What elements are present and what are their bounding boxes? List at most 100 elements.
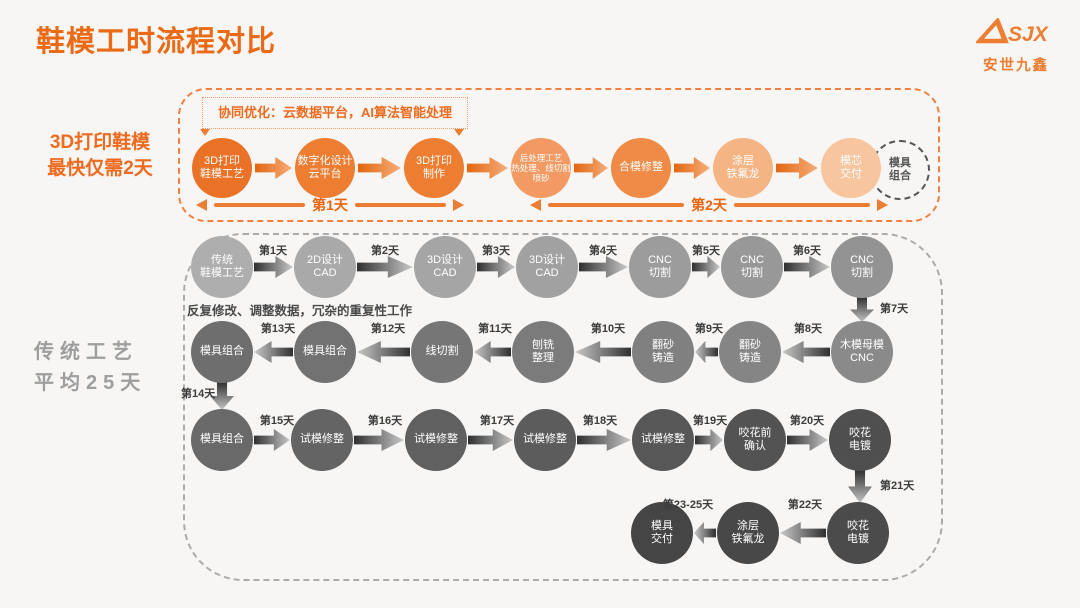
- process-step: 试模修整: [514, 409, 576, 471]
- page-title: 鞋模工时流程对比: [36, 26, 277, 58]
- process-step: 试模修整: [632, 409, 694, 471]
- step-label: 咬花前: [738, 426, 772, 439]
- step-label: 2D设计: [306, 253, 344, 266]
- day-label: 第3天: [481, 245, 511, 257]
- optimization-callout: 协同优化：云数据平台，AI算法智能处理: [202, 97, 468, 129]
- arrow-right-icon: [453, 199, 465, 211]
- day-label: 第17天: [479, 415, 515, 427]
- day2-span: 第2天: [530, 195, 889, 215]
- day-label: 第15天: [259, 415, 295, 427]
- step-label: 组合: [889, 170, 911, 182]
- arrow-left-icon: [530, 199, 541, 211]
- step-label: 线切割: [425, 345, 459, 358]
- day-label: 第22天: [787, 499, 823, 511]
- step-teflon-coating: 涂层 铁氟龙: [713, 138, 773, 198]
- step-label: 翻砂: [652, 338, 674, 351]
- day1-span-label: 第1天: [312, 197, 348, 213]
- step-label: 3D打印: [415, 154, 453, 167]
- process-step: 涂层 铁氟龙: [717, 502, 779, 564]
- day-label: 第11天: [478, 323, 512, 335]
- process-step: 模具组合: [191, 409, 253, 471]
- step-mold-closing-trimming: 合模修整: [611, 138, 671, 198]
- step-label: 咬花: [849, 426, 871, 439]
- step-label: 3D设计: [426, 253, 464, 266]
- process-step: 翻砂 铸造: [632, 321, 694, 383]
- day2-span-label: 第2天: [691, 197, 727, 213]
- arrow-right-icon: [877, 199, 889, 211]
- arrow-left-icon: [196, 199, 207, 211]
- day-label: 第9天: [694, 323, 724, 335]
- step-label: 热处理、线切割: [511, 162, 571, 173]
- process-step: 刨铣 整理: [512, 321, 574, 383]
- step-label: 铁氟龙: [726, 168, 760, 180]
- step-label: 切割: [741, 267, 763, 279]
- process-step: 模具组合: [191, 321, 253, 383]
- step-label: 喷砂: [532, 173, 550, 184]
- step-label: 电镀: [847, 533, 869, 545]
- process-step: 模具组合: [294, 321, 356, 383]
- step-label: CAD: [535, 267, 559, 279]
- step-digital-design-cloud-platform: 数字化设计 云平台: [295, 138, 355, 198]
- step-label: 制作: [423, 168, 445, 180]
- day1-span: 第1天: [196, 195, 465, 215]
- day-label: 第19天: [692, 415, 728, 427]
- day-label: 第1天: [258, 245, 288, 257]
- process-step: 模具 交付: [631, 502, 693, 564]
- step-label: 3D设计: [528, 253, 566, 266]
- step-label: 鞋模工艺: [200, 267, 244, 279]
- step-label: CNC: [648, 253, 672, 266]
- step-label: CAD: [433, 267, 457, 279]
- traditional-flow-side-label-line2: 平均25天: [34, 372, 147, 394]
- step-label: 模具组合: [200, 433, 244, 446]
- step-label: 试模修整: [641, 433, 685, 446]
- step-label: 模具组合: [200, 345, 244, 358]
- step-label: 鞋模工艺: [200, 168, 244, 180]
- traditional-flow-side-label: 传统工艺 平均25天: [34, 337, 146, 399]
- day-label: 第2天: [370, 245, 400, 257]
- step-label: 合模修整: [619, 161, 663, 174]
- process-step: 3D设计 CAD: [516, 236, 578, 298]
- span-line: [214, 203, 306, 207]
- step-label: 模具组合: [303, 345, 347, 358]
- step-label: 试模修整: [523, 433, 567, 446]
- day-label: 第6天: [792, 245, 822, 257]
- step-label: 铸造: [739, 352, 761, 364]
- process-step: CNC 切割: [629, 236, 691, 298]
- step-label: 铸造: [652, 352, 674, 364]
- step-label: 确认: [744, 440, 766, 452]
- brand-logo: SJX 安世九鑫: [973, 16, 1059, 75]
- step-label: 切割: [851, 267, 873, 279]
- step-label: 后处理工艺: [519, 152, 563, 163]
- step-label: 涂层: [737, 519, 759, 532]
- step-label: 试模修整: [300, 433, 344, 446]
- process-step: 传统 鞋模工艺: [191, 236, 253, 298]
- process-step: 翻砂 铸造: [719, 321, 781, 383]
- step-label: 模具: [889, 156, 911, 169]
- step-label: 整理: [532, 352, 554, 364]
- step-label: CNC: [850, 253, 874, 266]
- step-label: 翻砂: [739, 338, 761, 351]
- printed-flow-side-label-line1: 3D打印鞋模: [49, 132, 151, 153]
- step-label: 涂层: [732, 154, 754, 167]
- step-3d-print-production: 3D打印 制作: [404, 138, 464, 198]
- day-label: 第18天: [582, 415, 618, 427]
- day-label: 第16天: [367, 415, 403, 427]
- day-label: 第21天: [880, 480, 915, 492]
- rework-note: 反复修改、调整数据，冗杂的重复性工作: [187, 304, 413, 318]
- callout-down-arrow-icon: [454, 129, 464, 136]
- step-label: 3D打印: [203, 154, 241, 167]
- process-step: 咬花 电镀: [827, 502, 889, 564]
- step-label: 模具: [651, 519, 673, 532]
- day-label: 第4天: [588, 245, 618, 257]
- day-label: 第5天: [691, 245, 721, 257]
- step-label: 铁氟龙: [731, 533, 765, 545]
- step-label: 模芯: [840, 154, 862, 167]
- process-step: 咬花前 确认: [724, 409, 786, 471]
- span-line: [733, 203, 871, 207]
- logo-name: 安世九鑫: [983, 58, 1049, 74]
- step-3d-print-shoe-mold-process: 3D打印 鞋模工艺: [192, 138, 252, 198]
- step-label: 咬花: [847, 519, 869, 532]
- logo-mark-icon: SJX: [974, 16, 1050, 46]
- step-label: 电镀: [849, 440, 871, 452]
